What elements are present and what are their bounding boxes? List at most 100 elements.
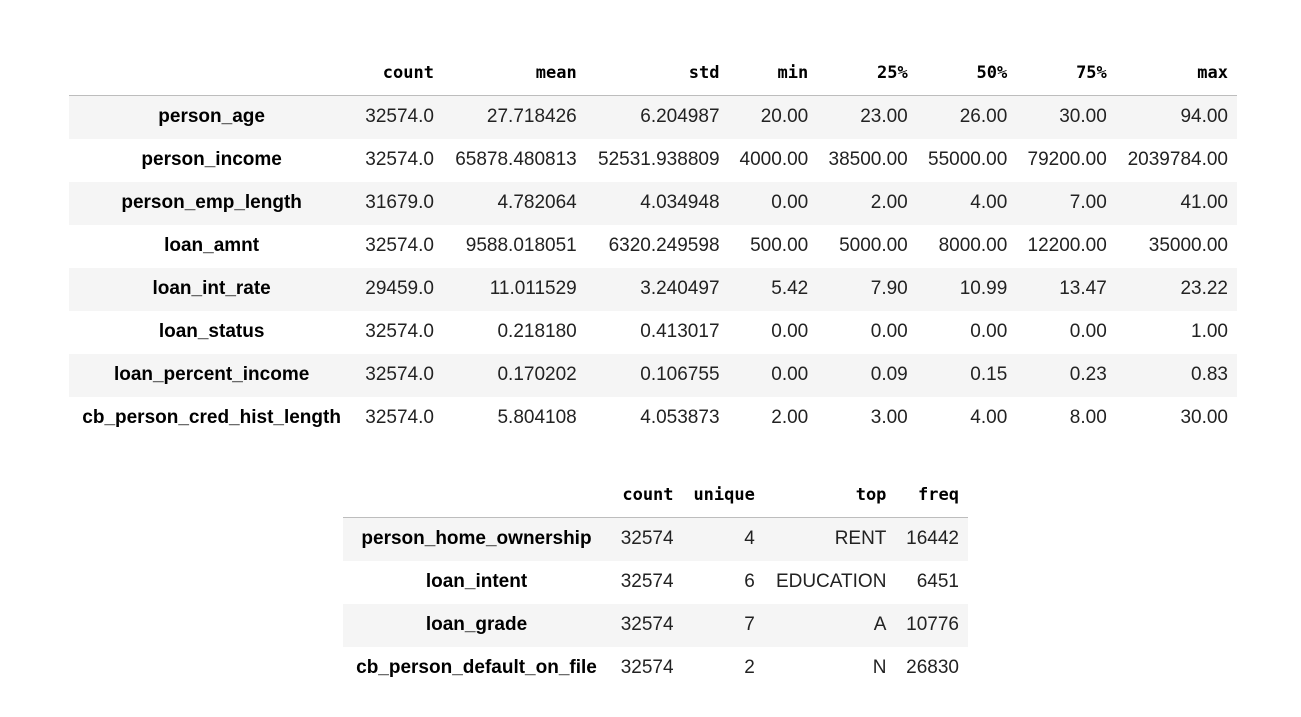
column-header-50pct: 50%: [916, 50, 1017, 96]
table-row: loan_percent_income 32574.0 0.170202 0.1…: [69, 353, 1237, 397]
table-cell: 6: [744, 571, 755, 592]
row-label: person_income: [141, 149, 282, 170]
row-label: cb_person_cred_hist_length: [82, 407, 341, 428]
table-cell: 6451: [916, 571, 959, 592]
column-header-std: std: [585, 50, 729, 96]
table-cell: 9588.018051: [465, 235, 577, 256]
categorical-header-row: count unique top freq: [343, 472, 968, 518]
table-row: loan_grade 32574 7 A 10776: [343, 603, 968, 647]
table-cell: 41.00: [1180, 192, 1228, 213]
table-cell: 11.011529: [489, 278, 577, 299]
table-row: person_age 32574.0 27.718426 6.204987 20…: [69, 95, 1237, 139]
row-label: loan_status: [158, 321, 265, 342]
table-cell: 32574.0: [365, 321, 434, 342]
categorical-summary-table: count unique top freq person_home_owners…: [343, 472, 968, 690]
table-cell: 4.053873: [640, 407, 720, 428]
table-cell: 0.00: [970, 321, 1008, 342]
table-cell: 0.413017: [640, 321, 720, 342]
numeric-summary-table: count mean std min 25% 50% 75% max perso…: [69, 50, 1237, 440]
row-label: person_emp_length: [121, 192, 302, 213]
table-cell: 30.00: [1180, 407, 1228, 428]
column-header-max: max: [1115, 50, 1237, 96]
row-label: loan_amnt: [164, 235, 260, 256]
table-cell: 4.00: [970, 407, 1008, 428]
table-cell: 4: [744, 528, 755, 550]
row-label: person_home_ownership: [361, 528, 592, 550]
table-cell: 6.204987: [640, 106, 720, 128]
table-cell: 30.00: [1059, 106, 1107, 128]
column-header-count: count: [610, 472, 683, 518]
row-label: loan_intent: [425, 571, 528, 592]
table-cell: RENT: [834, 528, 887, 550]
table-cell: N: [872, 657, 887, 678]
table-cell: 32574: [620, 571, 674, 592]
table-cell: 0.106755: [640, 364, 720, 385]
column-header-unique: unique: [682, 472, 764, 518]
column-header-top: top: [763, 472, 896, 518]
table-cell: 26830: [906, 657, 959, 678]
table-row: loan_intent 32574 6 EDUCATION 6451: [343, 560, 968, 604]
table-row: loan_amnt 32574.0 9588.018051 6320.24959…: [69, 224, 1237, 268]
column-header-25pct: 25%: [817, 50, 917, 96]
table-cell: 0.00: [1069, 321, 1107, 342]
table-cell: 26.00: [959, 106, 1008, 128]
column-header-min: min: [728, 50, 818, 96]
table-cell: 94.00: [1180, 106, 1228, 128]
column-header-75pct: 75%: [1016, 50, 1116, 96]
table-row: person_emp_length 31679.0 4.782064 4.034…: [69, 181, 1237, 225]
table-cell: 0.170202: [497, 364, 577, 385]
table-cell: 0.00: [771, 192, 809, 213]
table-row: cb_person_cred_hist_length 32574.0 5.804…: [69, 396, 1237, 440]
table-cell: 52531.938809: [598, 149, 720, 170]
table-cell: 32574.0: [365, 364, 434, 385]
table-cell: 7: [744, 614, 755, 635]
table-cell: 2: [744, 657, 755, 678]
table-cell: 65878.480813: [455, 149, 577, 170]
table-cell: 79200.00: [1027, 149, 1107, 170]
table-cell: 32574: [620, 657, 674, 678]
header-corner: [343, 472, 610, 518]
table-cell: EDUCATION: [775, 571, 887, 592]
row-label: loan_int_rate: [152, 278, 271, 299]
table-cell: A: [873, 614, 887, 635]
table-cell: 35000.00: [1148, 235, 1228, 256]
table-cell: 27.718426: [486, 106, 577, 128]
column-header-count: count: [354, 50, 443, 96]
table-cell: 16442: [906, 528, 959, 550]
row-label: cb_person_default_on_file: [356, 657, 597, 678]
table-row: person_home_ownership 32574 4 RENT 16442: [343, 517, 968, 561]
table-cell: 0.00: [870, 321, 908, 342]
table-row: cb_person_default_on_file 32574 2 N 2683…: [343, 646, 968, 690]
table-cell: 5.804108: [497, 407, 577, 428]
table-cell: 10.99: [959, 278, 1008, 299]
column-header-mean: mean: [442, 50, 586, 96]
table-cell: 0.218180: [497, 321, 577, 342]
table-cell: 29459.0: [365, 278, 434, 299]
table-cell: 2.00: [870, 192, 908, 213]
table-cell: 4.00: [970, 192, 1008, 213]
table-cell: 0.23: [1069, 364, 1107, 385]
table-cell: 23.00: [860, 106, 908, 128]
table-cell: 5000.00: [839, 235, 908, 256]
table-cell: 32574.0: [365, 106, 434, 128]
table-cell: 4000.00: [739, 149, 809, 170]
column-header-freq: freq: [895, 472, 968, 518]
table-cell: 5.42: [771, 278, 809, 299]
table-cell: 0.00: [771, 364, 809, 385]
numeric-header-row: count mean std min 25% 50% 75% max: [69, 50, 1237, 96]
table-row: loan_int_rate 29459.0 11.011529 3.240497…: [69, 267, 1237, 311]
table-cell: 32574.0: [365, 235, 434, 256]
table-row: person_income 32574.0 65878.480813 52531…: [69, 138, 1237, 182]
table-cell: 10776: [906, 614, 959, 635]
table-cell: 8000.00: [938, 235, 1008, 256]
table-cell: 0.09: [870, 364, 908, 385]
table-cell: 13.47: [1059, 278, 1107, 299]
table-cell: 0.15: [970, 364, 1008, 385]
table-cell: 8.00: [1069, 407, 1107, 428]
table-cell: 3.240497: [640, 278, 720, 299]
table-cell: 32574: [620, 614, 674, 635]
table-cell: 2039784.00: [1127, 149, 1228, 170]
table-cell: 2.00: [771, 407, 809, 428]
table-cell: 31679.0: [365, 192, 434, 213]
table-cell: 6320.249598: [608, 235, 720, 256]
